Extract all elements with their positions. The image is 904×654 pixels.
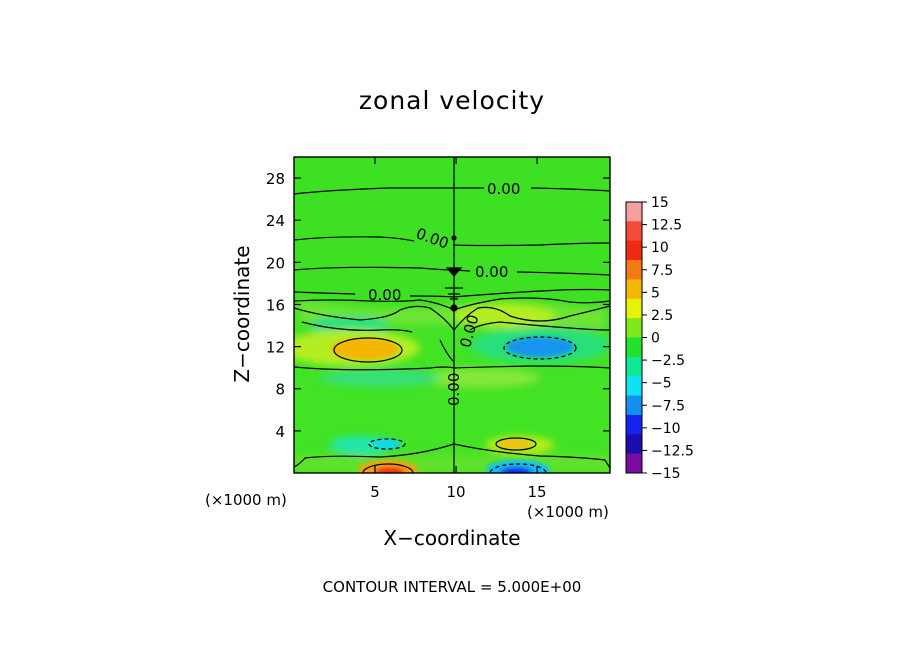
colorbar-tick-label: 2.5 bbox=[651, 308, 673, 324]
neg-contour-ring-right bbox=[503, 336, 577, 360]
pos-contour-ring-left bbox=[333, 337, 403, 363]
colorbar-swatch bbox=[626, 356, 642, 377]
y-tick-label: 8 bbox=[275, 381, 285, 399]
chart-title: zonal velocity bbox=[358, 86, 546, 115]
colorbar-swatch bbox=[626, 202, 642, 222]
zero-contour-bottom bbox=[294, 443, 610, 469]
colorbar-swatch bbox=[626, 221, 642, 242]
x-units-label-right: (×1000 m) bbox=[527, 503, 609, 521]
y-tick-label: 28 bbox=[266, 170, 285, 188]
y-axis: 4 8 12 16 20 24 28 bbox=[266, 170, 610, 441]
colorbar-swatch bbox=[626, 318, 642, 338]
colorbar-tick-label: −12.5 bbox=[651, 443, 694, 459]
contour-label-top: 0.00 bbox=[487, 180, 520, 198]
x-tick-label: 15 bbox=[528, 483, 547, 501]
colorbar-tick-label: −5 bbox=[651, 376, 672, 392]
colorbar-swatch bbox=[626, 298, 642, 319]
contour-lines bbox=[294, 157, 610, 473]
colorbar-tick-label: 12.5 bbox=[651, 218, 682, 234]
neg-contour-ring-surface-right bbox=[489, 463, 547, 473]
colorbar-swatch bbox=[626, 240, 642, 261]
pos-contour-ring-low-right bbox=[495, 437, 537, 451]
center-marker-3 bbox=[450, 304, 458, 312]
colorbar-tick-label: −15 bbox=[651, 466, 681, 482]
y-tick-label: 4 bbox=[275, 423, 285, 441]
x-units-label-left: (×1000 m) bbox=[205, 491, 287, 509]
x-axis-label: X−coordinate bbox=[383, 526, 521, 550]
heatmap-field bbox=[294, 157, 610, 473]
center-marker-2 bbox=[445, 287, 463, 300]
colorbar-tick-label: 0 bbox=[651, 331, 660, 347]
contour-interval-note: CONTOUR INTERVAL = 5.000E+00 bbox=[322, 578, 582, 596]
colorbar-tick-label: 10 bbox=[651, 240, 669, 256]
colorbar-tick-label: 7.5 bbox=[651, 263, 673, 279]
zero-contour-mid bbox=[294, 266, 610, 276]
contour-labels: 0.00 0.00 0.00 0.00 0.00 0.00 bbox=[368, 180, 520, 406]
colorbar-swatch bbox=[626, 376, 642, 397]
y-tick-label: 12 bbox=[266, 339, 285, 357]
center-marker-4 bbox=[451, 235, 457, 241]
colorbar-swatch bbox=[626, 434, 642, 455]
pos-contour-ring-surface-left bbox=[362, 463, 414, 473]
y-tick-label: 24 bbox=[266, 212, 285, 230]
colorbar: 15 12.5 10 7.5 5 2.5 0 −2.5 −5 −7.5 −10 −12.5 −15 bbox=[625, 195, 694, 482]
colorbar-tick-label: −2.5 bbox=[651, 353, 685, 369]
colorbar-swatch bbox=[626, 453, 642, 474]
colorbar-swatch bbox=[626, 395, 642, 416]
colorbar-swatch bbox=[626, 414, 642, 435]
colorbar-tick-label: −7.5 bbox=[651, 398, 685, 414]
colorbar-tick-label: 15 bbox=[651, 195, 669, 211]
zero-contour-band-c bbox=[301, 321, 610, 363]
colorbar-swatch bbox=[626, 260, 642, 280]
zero-contour-low bbox=[294, 288, 610, 298]
x-tick-label: 5 bbox=[370, 483, 380, 501]
x-axis: 5 10 15 bbox=[370, 157, 547, 501]
y-tick-label: 16 bbox=[266, 296, 285, 314]
zero-contour-top bbox=[294, 187, 610, 195]
center-marker-1 bbox=[445, 267, 463, 277]
neg-contour-ring-low-left bbox=[368, 438, 406, 450]
contour-label-low: 0.00 bbox=[368, 286, 401, 304]
colorbar-swatch bbox=[626, 337, 642, 358]
contour-label-vertical-b: 0.00 bbox=[445, 373, 463, 406]
colorbar-swatch bbox=[626, 279, 642, 300]
zero-contour-upper bbox=[294, 236, 610, 247]
contour-label-mid: 0.00 bbox=[475, 263, 508, 281]
plot-frame bbox=[293, 156, 611, 474]
y-tick-label: 20 bbox=[266, 254, 285, 272]
colorbar-tick-label: 5 bbox=[651, 285, 660, 301]
colorbar-tick-label: −10 bbox=[651, 421, 681, 437]
x-tick-label: 10 bbox=[447, 483, 466, 501]
